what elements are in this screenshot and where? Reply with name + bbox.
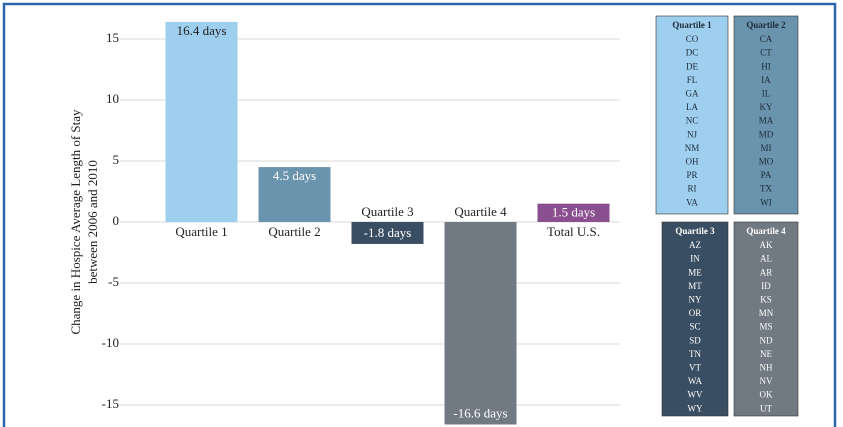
state-code: CT xyxy=(760,48,772,58)
state-code: NV xyxy=(760,376,773,386)
y-tick-label: 0 xyxy=(113,213,120,228)
bar xyxy=(258,167,331,222)
y-tick-label: -15 xyxy=(102,396,119,411)
value-label: 1.5 days xyxy=(552,205,595,220)
state-group-box xyxy=(655,15,729,215)
state-code: MD xyxy=(759,129,774,139)
state-code: TN xyxy=(689,349,701,359)
state-code: LA xyxy=(686,102,698,112)
state-code: DE xyxy=(686,61,698,71)
bar xyxy=(537,203,610,222)
state-code: CA xyxy=(760,34,773,44)
state-code: IA xyxy=(761,75,771,85)
state-code: MI xyxy=(761,143,772,153)
bar xyxy=(351,221,424,244)
state-code: AZ xyxy=(689,240,701,250)
x-tick-label: Quartile 1 xyxy=(175,224,227,239)
state-group-box xyxy=(733,15,799,215)
state-code: MS xyxy=(759,322,772,332)
state-code: CO xyxy=(686,34,699,44)
state-code: NH xyxy=(760,362,773,372)
value-label: -1.8 days xyxy=(364,225,412,240)
state-code: FL xyxy=(687,75,698,85)
value-label: 16.4 days xyxy=(177,23,227,38)
state-code: PR xyxy=(686,170,697,180)
state-group-box xyxy=(733,221,799,417)
state-code: AR xyxy=(760,267,773,277)
y-tick-label: 10 xyxy=(106,91,119,106)
state-code: IL xyxy=(762,88,771,98)
state-code: DC xyxy=(686,48,699,58)
state-group-box xyxy=(661,221,729,417)
state-code: AK xyxy=(760,240,773,250)
state-code: PA xyxy=(761,170,772,180)
state-code: OH xyxy=(686,156,699,166)
state-code: ID xyxy=(761,281,771,291)
state-code: VT xyxy=(689,362,701,372)
state-code: TX xyxy=(760,184,772,194)
state-code: MO xyxy=(759,156,774,166)
state-code: RI xyxy=(688,184,697,194)
state-code: WI xyxy=(760,197,772,207)
state-group-title: Quartile 1 xyxy=(672,20,712,30)
y-tick-label: -10 xyxy=(102,335,119,350)
y-tick-label: 5 xyxy=(113,152,120,167)
state-code: NC xyxy=(686,116,699,126)
state-code: KS xyxy=(760,294,772,304)
value-label: -16.6 days xyxy=(453,405,507,420)
state-code: OR xyxy=(689,308,702,318)
state-code: NY xyxy=(689,294,702,304)
y-axis-title: between 2006 and 2010 xyxy=(85,160,100,284)
state-group-title: Quartile 4 xyxy=(746,226,786,236)
state-code: HI xyxy=(761,61,771,71)
state-code: VA xyxy=(686,197,698,207)
state-code: UT xyxy=(760,403,772,413)
state-code: OK xyxy=(760,390,773,400)
state-code: WV xyxy=(688,390,703,400)
state-code: MT xyxy=(688,281,702,291)
state-code: NE xyxy=(760,349,772,359)
bar xyxy=(165,21,238,222)
state-code: SC xyxy=(689,322,700,332)
bar xyxy=(444,221,517,425)
state-group-title: Quartile 2 xyxy=(746,20,786,30)
state-code: SD xyxy=(689,335,701,345)
state-group-title: Quartile 3 xyxy=(675,226,715,236)
state-code: MN xyxy=(759,308,774,318)
y-tick-label: 15 xyxy=(106,30,119,45)
state-code: NM xyxy=(685,143,700,153)
state-code: ND xyxy=(760,335,773,345)
state-code: WA xyxy=(688,376,702,386)
state-code: MA xyxy=(759,116,774,126)
state-code: WY xyxy=(688,403,703,413)
x-tick-label: Total U.S. xyxy=(547,224,600,239)
state-code: ME xyxy=(688,267,702,277)
state-code: AL xyxy=(760,254,772,264)
x-tick-label: Quartile 3 xyxy=(361,204,413,219)
state-code: NJ xyxy=(687,129,697,139)
state-code: IN xyxy=(690,254,700,264)
x-tick-label: Quartile 4 xyxy=(454,204,507,219)
value-label: 4.5 days xyxy=(273,168,316,183)
y-tick-label: -5 xyxy=(108,274,119,289)
state-code: GA xyxy=(686,88,699,98)
state-code: KY xyxy=(760,102,773,112)
y-axis-title: Change in Hospice Average Length of Stay xyxy=(68,109,83,335)
x-tick-label: Quartile 2 xyxy=(268,224,320,239)
